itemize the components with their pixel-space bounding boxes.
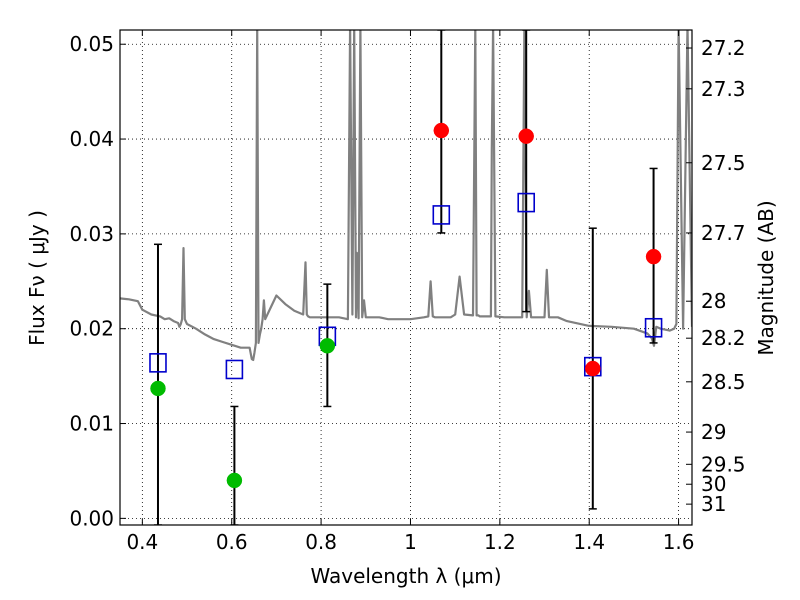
grid-lines [120,30,692,525]
observed-flux-point [433,122,450,139]
y-tick-label: 0.04 [69,127,114,151]
x-tick-label: 0.6 [216,530,248,554]
right-tick-label: 28.5 [701,370,746,394]
right-tick-label: 28 [701,289,726,313]
y-tick-label: 0.00 [69,506,114,530]
right-tick-label: 30 [701,472,726,496]
x-tick-label: 0.8 [305,530,337,554]
right-tick-label: 29 [701,420,726,444]
right-tick-label: 27.2 [701,36,746,60]
template-spectrum-line [120,30,692,362]
y-axis-label: Flux Fν ( μJy ) [25,210,49,346]
model-flux-square [644,317,663,338]
y-tick-label: 0.01 [69,412,114,436]
observed-flux-point [645,248,662,265]
right-tick-label: 27.7 [701,221,746,245]
axis-ticks: 0.4 0.6 0.8 1 1.2 1.4 1.6 0.00 0.01 0.02 0.03 0.04 0… [69,30,746,554]
right-axis-label: Magnitude (AB) [754,200,778,355]
observed-flux-point [226,472,243,489]
observed-flux-point [518,128,534,144]
model-flux-square [432,205,451,225]
y-tick-label: 0.05 [69,32,114,56]
y-tick-label: 0.03 [69,222,114,246]
plot-area [120,30,692,525]
observed-flux-point [585,360,601,377]
right-tick-label: 31 [701,492,726,516]
model-flux-square [225,359,244,380]
x-tick-label: 1 [404,530,417,554]
right-tick-label: 27.5 [701,151,746,175]
x-tick-label: 1.2 [484,530,516,554]
right-tick-label: 27.3 [701,77,746,101]
observed-flux-point [150,380,166,397]
plot-background [120,30,692,525]
x-tick-label: 1.4 [573,530,605,554]
right-tick-label: 28.2 [701,326,746,350]
model-flux-square [517,192,536,213]
plot-frame [119,29,693,526]
x-tick-label: 0.4 [126,530,158,554]
x-axis-label: Wavelength λ (μm) [310,564,501,588]
x-tick-label: 1.6 [663,530,695,554]
y-tick-label: 0.02 [69,317,114,341]
observed-flux-point [319,338,336,354]
model-flux-square [149,353,167,373]
right-tick-label: 29.5 [701,452,746,476]
